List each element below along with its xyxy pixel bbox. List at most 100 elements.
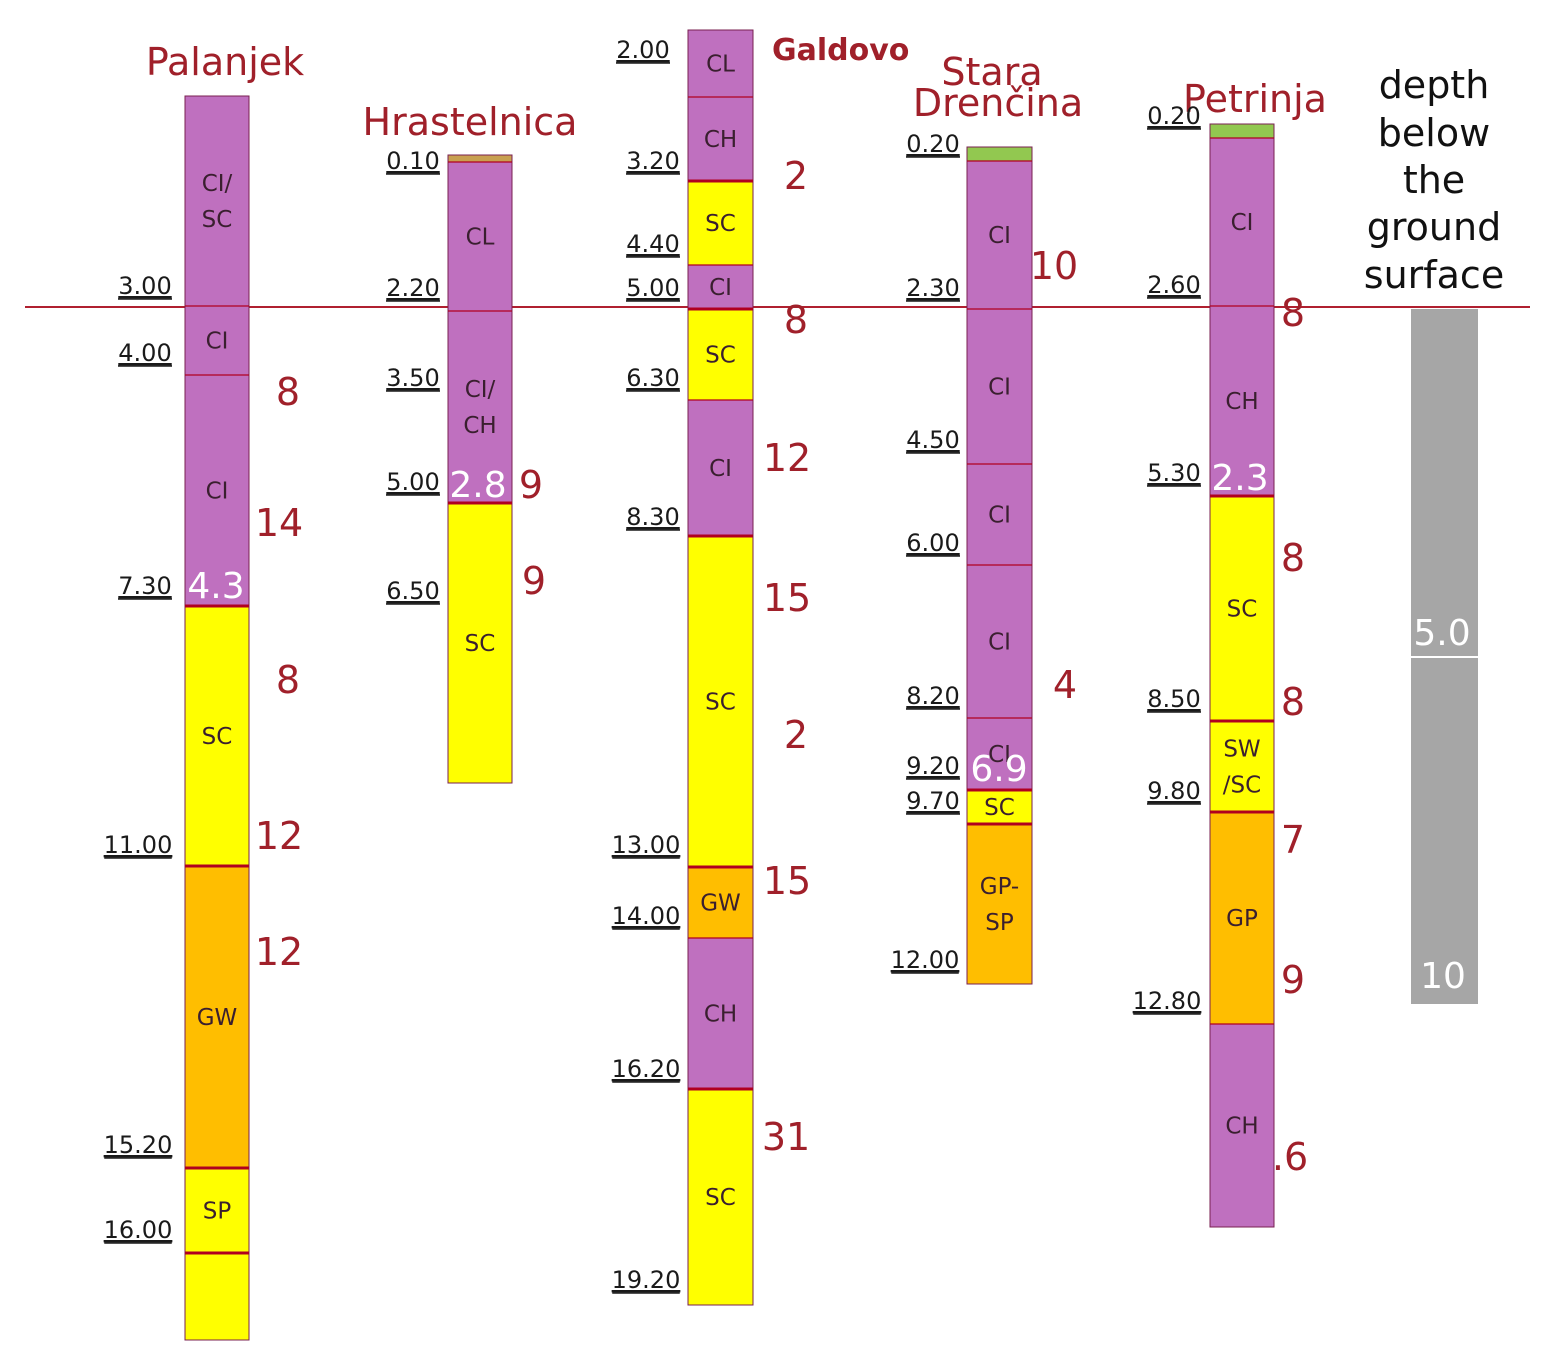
soil-layer bbox=[687, 180, 754, 266]
soil-code-label: GP- bbox=[980, 874, 1020, 900]
depth-label: 15.20 bbox=[104, 1131, 173, 1159]
soil-layer bbox=[447, 310, 513, 504]
soil-layer bbox=[1209, 123, 1275, 139]
soil-code-label: CI bbox=[988, 503, 1011, 529]
soil-code-label: SC bbox=[705, 211, 736, 237]
soil-code-label: CI/ bbox=[202, 171, 233, 197]
side-number: 9 bbox=[1281, 958, 1305, 1002]
side-number: .6 bbox=[1272, 1135, 1308, 1179]
soil-layer bbox=[687, 535, 754, 868]
side-number: 15 bbox=[763, 576, 811, 620]
soil-layer bbox=[447, 154, 513, 163]
depth-label: 16.00 bbox=[104, 1216, 173, 1244]
depth-label: 8.30 bbox=[626, 503, 679, 531]
depth-label: 19.20 bbox=[612, 1266, 681, 1294]
depth-label: 4.00 bbox=[118, 339, 171, 367]
soil-code-label: CI bbox=[988, 630, 1011, 656]
soil-code-label: CL bbox=[466, 225, 495, 251]
side-number: 4 bbox=[1053, 663, 1077, 707]
borehole-title-drencina: Drenčina bbox=[913, 81, 1083, 125]
depth-label: 9.70 bbox=[906, 787, 959, 815]
soil-layer bbox=[184, 95, 250, 307]
depth-labels: 3.00 4.00 7.30 11.00 15.20 16.00 0.10 2.20 3.50 5… bbox=[104, 36, 1202, 1294]
soil-code-label: SC bbox=[202, 724, 233, 750]
soil-code-label: SC bbox=[984, 795, 1015, 821]
soil-code-label: CH bbox=[704, 1002, 737, 1028]
soil-code-label: SC bbox=[705, 690, 736, 716]
soil-code-label: CI bbox=[206, 329, 229, 355]
soil-layer bbox=[184, 1252, 250, 1341]
depth-label: 3.50 bbox=[386, 364, 439, 392]
borehole-column-galdovo: CL CH SC CI SC CI SC GW CH SC bbox=[687, 29, 754, 1306]
depth-label: 11.00 bbox=[104, 831, 173, 859]
depth-label: 4.40 bbox=[626, 230, 679, 258]
scale-label-5: 5.0 bbox=[1413, 613, 1470, 654]
depth-label: 12.80 bbox=[1133, 987, 1202, 1015]
depth-label: 6.00 bbox=[906, 529, 959, 557]
soil-layer bbox=[1209, 137, 1275, 307]
soil-layer bbox=[184, 865, 250, 1169]
depth-label: 9.80 bbox=[1147, 777, 1200, 805]
soil-code-label: CH bbox=[1225, 1114, 1258, 1140]
side-number: 7 bbox=[1281, 818, 1305, 862]
depth-label: 12.00 bbox=[891, 946, 960, 974]
soil-layer bbox=[966, 789, 1033, 825]
soil-code-label: CH bbox=[463, 413, 496, 439]
side-number: 8 bbox=[1281, 291, 1305, 335]
scale-label-10: 10 bbox=[1420, 956, 1466, 997]
depth-label: 16.20 bbox=[612, 1055, 681, 1083]
side-number: 12 bbox=[255, 930, 303, 974]
soil-layer bbox=[1209, 1023, 1275, 1228]
soil-layer bbox=[687, 1088, 754, 1306]
side-numbers: 8 14 8 12 12 9 9 2 8 12 15 2 15 31 10 4 8 8 8 7 9 .6 bbox=[255, 154, 1308, 1179]
soil-code-label: SC bbox=[202, 207, 233, 233]
depth-label: 13.00 bbox=[612, 831, 681, 859]
depth-label: 0.20 bbox=[906, 130, 959, 158]
soil-layer bbox=[447, 161, 513, 312]
borehole-title-petrinja: Petrinja bbox=[1183, 77, 1327, 121]
depth-label: 0.20 bbox=[1147, 102, 1200, 130]
groundwater-value: 6.9 bbox=[970, 749, 1027, 790]
soil-layer bbox=[687, 96, 754, 182]
soil-code-label: CI bbox=[709, 456, 732, 482]
soil-code-label: SC bbox=[1227, 597, 1258, 623]
depth-label: 8.50 bbox=[1147, 685, 1200, 713]
side-number: 2 bbox=[784, 713, 808, 757]
soil-code-label: CI bbox=[206, 479, 229, 505]
legend-line-3: the bbox=[1403, 158, 1465, 202]
soil-code-label: GW bbox=[700, 891, 741, 917]
depth-label: 5.30 bbox=[1147, 459, 1200, 487]
soil-code-label: GW bbox=[197, 1005, 238, 1031]
depth-label: 0.10 bbox=[386, 147, 439, 175]
side-number: 8 bbox=[1281, 680, 1305, 724]
borehole-column-palanjek: CI/SC CI CI SC GW SP bbox=[184, 95, 250, 1341]
depth-label: 3.00 bbox=[118, 272, 171, 300]
soil-layer bbox=[687, 937, 754, 1090]
depth-label: 9.20 bbox=[906, 752, 959, 780]
groundwater-value: 2.8 bbox=[449, 465, 506, 506]
soil-code-label: CI bbox=[988, 375, 1011, 401]
depth-label: 2.00 bbox=[616, 36, 669, 64]
side-number: 31 bbox=[762, 1115, 810, 1159]
side-number: 9 bbox=[522, 559, 546, 603]
soil-code-label: SC bbox=[705, 1185, 736, 1211]
groundwater-value: 2.3 bbox=[1211, 458, 1268, 499]
side-number: 12 bbox=[255, 814, 303, 858]
soil-code-label: CH bbox=[1225, 389, 1258, 415]
legend-line-5: surface bbox=[1364, 253, 1504, 297]
side-number: 8 bbox=[784, 298, 808, 342]
depth-label: 2.60 bbox=[1147, 271, 1200, 299]
depth-label: 8.20 bbox=[906, 682, 959, 710]
soil-layer bbox=[447, 502, 513, 784]
soil-code-label: CL bbox=[706, 52, 735, 78]
borehole-column-hrastelnica: CL CI/CH SC bbox=[447, 154, 513, 784]
depth-label: 3.20 bbox=[626, 147, 679, 175]
soil-layer bbox=[966, 160, 1033, 310]
side-number: 12 bbox=[763, 436, 811, 480]
soil-layer bbox=[966, 717, 1033, 791]
depth-label: 5.00 bbox=[626, 274, 679, 302]
groundwater-values: 4.3 2.8 6.9 2.3 bbox=[187, 458, 1268, 790]
depth-label: 2.30 bbox=[906, 274, 959, 302]
soil-code-label: SW bbox=[1223, 737, 1260, 763]
